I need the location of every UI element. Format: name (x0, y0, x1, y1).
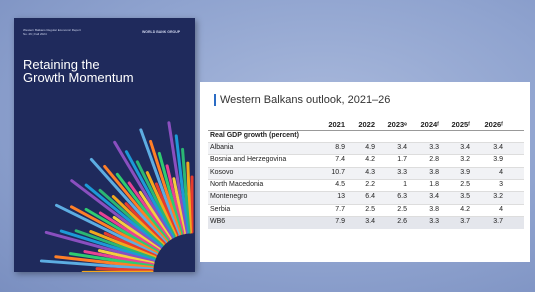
column-header: 2024ᶠ (420, 120, 439, 129)
table-cell: 4.2 (460, 206, 470, 213)
column-header: 2025ᶠ (451, 120, 470, 129)
table-cell: 7.4 (335, 156, 345, 163)
cover-issue: No. 26 | Fall 2024 (23, 32, 47, 36)
table-cell: 3.4 (493, 144, 503, 151)
row-label: Bosnia and Herzegovina (210, 156, 286, 163)
table-cell: 3.4 (397, 144, 407, 151)
column-header: 2022 (358, 120, 375, 129)
table-title: Western Balkans outlook, 2021–26 (214, 94, 390, 106)
table-cell: 7.9 (335, 218, 345, 225)
table-cell: 13 (337, 193, 345, 200)
table-cell: 1.7 (397, 156, 407, 163)
table-panel: Western Balkans outlook, 2021–26 Real GD… (200, 82, 530, 262)
table-cell: 6.4 (365, 193, 375, 200)
table-cell: 1.8 (429, 181, 439, 188)
table-cell: 3 (499, 181, 503, 188)
cover-publisher: WORLD BANK GROUP (142, 30, 180, 34)
table-cell: 2.2 (365, 181, 375, 188)
table-cell: 10.7 (331, 169, 345, 176)
row-label: North Macedonia (210, 181, 263, 188)
cover-title: Retaining the Growth Momentum (23, 58, 143, 84)
table-cell: 3.9 (493, 156, 503, 163)
table-cell: 4.5 (335, 181, 345, 188)
page: Western Balkans Regular Economic Report … (0, 0, 535, 292)
table-cell: 4 (499, 206, 503, 213)
row-label: Kosovo (210, 169, 233, 176)
fan-line (97, 269, 152, 271)
header-rule (208, 130, 524, 131)
table-cell: 8.9 (335, 144, 345, 151)
table-cell: 3.7 (493, 218, 503, 225)
table-cell: 3.4 (365, 218, 375, 225)
table-cell: 3.3 (429, 218, 439, 225)
table-cell: 2.5 (460, 181, 470, 188)
table-cell: 4.9 (365, 144, 375, 151)
table-cell: 1 (403, 181, 407, 188)
column-header: 2026ᶠ (484, 120, 503, 129)
table-cell: 2.5 (397, 206, 407, 213)
table-cell: 3.2 (493, 193, 503, 200)
table-cell: 3.5 (460, 193, 470, 200)
table-cell: 4 (499, 169, 503, 176)
row-label: Montenegro (210, 193, 247, 200)
table-cell: 3.8 (429, 169, 439, 176)
row-label: Albania (210, 144, 233, 151)
report-cover: Western Balkans Regular Economic Report … (14, 18, 195, 272)
table-cell: 7.7 (335, 206, 345, 213)
column-header: 2023ᵉ (387, 120, 407, 129)
table-cell: 3.4 (429, 193, 439, 200)
table-cell: 2.6 (397, 218, 407, 225)
column-header: 2021 (328, 120, 345, 129)
table-cell: 2.8 (429, 156, 439, 163)
table-cell: 4.2 (365, 156, 375, 163)
table-cell: 3.3 (397, 169, 407, 176)
table-cell: 3.9 (460, 169, 470, 176)
table-cell: 3.3 (429, 144, 439, 151)
table-cell: 2.5 (365, 206, 375, 213)
column-header: Real GDP growth (percent) (210, 132, 299, 139)
row-label: Serbia (210, 206, 230, 213)
table-cell: 3.4 (460, 144, 470, 151)
table-cell: 3.7 (460, 218, 470, 225)
row-label: WB6 (210, 218, 225, 225)
table-cell: 3.8 (429, 206, 439, 213)
table-cell: 6.3 (397, 193, 407, 200)
table-cell: 4.3 (365, 169, 375, 176)
table-cell: 3.2 (460, 156, 470, 163)
